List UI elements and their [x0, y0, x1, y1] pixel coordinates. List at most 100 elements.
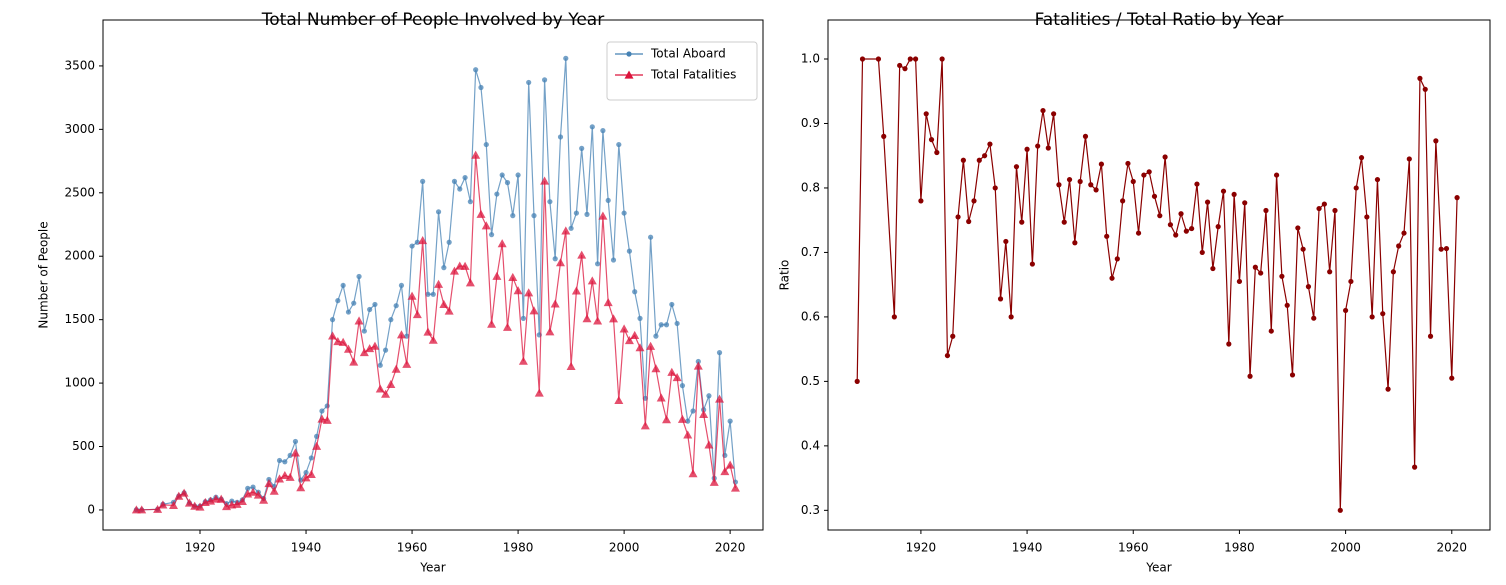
- data-point: [566, 361, 576, 370]
- data-point: [1433, 138, 1439, 144]
- x-axis-label: Year: [1145, 561, 1171, 575]
- data-point: [1178, 211, 1184, 217]
- data-point: [444, 306, 454, 315]
- data-point: [290, 448, 300, 457]
- data-point: [513, 286, 523, 295]
- data-point: [184, 498, 194, 507]
- data-point: [494, 191, 500, 197]
- data-point: [428, 335, 438, 344]
- data-point: [250, 484, 256, 490]
- data-point: [460, 261, 470, 270]
- data-point: [216, 494, 226, 503]
- data-point: [280, 470, 290, 480]
- data-point: [1146, 169, 1152, 175]
- data-point: [340, 282, 346, 289]
- data-point: [568, 225, 574, 231]
- data-point: [609, 314, 619, 323]
- data-point: [603, 298, 613, 307]
- data-point: [663, 322, 670, 328]
- data-point: [359, 348, 369, 357]
- data-point: [709, 477, 719, 486]
- data-point: [375, 384, 385, 393]
- data-point: [1088, 182, 1094, 188]
- data-point: [328, 331, 338, 340]
- y-axis-label: Ratio: [778, 260, 792, 291]
- data-point: [1327, 269, 1333, 275]
- x-tick-label: 1960: [1118, 541, 1149, 555]
- data-point: [174, 491, 184, 500]
- data-point: [1247, 373, 1253, 379]
- x-tick-label: 1940: [1012, 541, 1043, 555]
- x-tick-label: 1980: [503, 541, 534, 555]
- data-point: [907, 56, 913, 62]
- data-point: [420, 178, 426, 184]
- data-point: [520, 315, 526, 321]
- data-point: [382, 347, 389, 353]
- data-point: [1289, 372, 1296, 378]
- plot-frame: [827, 19, 1491, 531]
- data-point: [577, 250, 587, 259]
- data-point: [478, 84, 484, 91]
- data-point: [1013, 164, 1020, 170]
- data-point: [1343, 307, 1349, 314]
- data-point: [1273, 172, 1280, 178]
- x-axis-label: Year: [419, 561, 445, 575]
- data-point: [939, 56, 945, 62]
- data-point: [179, 488, 189, 497]
- data-point: [370, 341, 380, 350]
- data-point: [1337, 507, 1343, 513]
- data-point: [457, 186, 463, 192]
- data-point: [1353, 185, 1359, 191]
- data-point: [367, 306, 373, 313]
- data-point: [1252, 264, 1258, 270]
- data-point: [1422, 86, 1428, 92]
- data-point: [1279, 273, 1285, 279]
- data-point: [1162, 154, 1168, 160]
- data-point: [282, 459, 288, 465]
- data-point: [674, 320, 680, 327]
- data-point: [1157, 213, 1163, 219]
- data-point: [561, 226, 571, 235]
- data-point: [1029, 261, 1035, 267]
- data-point: [492, 271, 502, 280]
- data-point: [966, 218, 972, 225]
- data-point: [335, 298, 341, 304]
- data-point: [1082, 133, 1089, 139]
- data-point: [616, 141, 622, 148]
- data-point: [1125, 160, 1131, 167]
- data-point: [1443, 245, 1450, 252]
- data-point: [658, 322, 664, 328]
- data-point: [635, 343, 645, 352]
- data-point: [1438, 246, 1444, 252]
- data-point: [918, 198, 924, 204]
- x-tick-label: 1960: [397, 541, 428, 555]
- data-point: [1093, 187, 1099, 193]
- data-point: [1035, 143, 1041, 149]
- y-tick-label: 0.5: [801, 374, 820, 388]
- data-point: [651, 364, 661, 373]
- data-point: [605, 197, 611, 204]
- data-point: [1401, 230, 1407, 236]
- data-point: [944, 352, 951, 359]
- data-point: [473, 67, 479, 73]
- data-point: [518, 356, 528, 365]
- y-tick-label: 1000: [64, 376, 95, 390]
- data-point: [248, 487, 258, 496]
- data-point: [555, 258, 565, 267]
- y-tick-label: 0.6: [801, 309, 820, 323]
- data-point: [287, 452, 293, 459]
- y-tick-label: 1.0: [801, 52, 820, 66]
- y-tick-label: 0.4: [801, 438, 820, 452]
- legend-label: Total Fatalities: [650, 68, 736, 82]
- y-tick-label: 0.7: [801, 245, 820, 259]
- data-point: [552, 256, 558, 262]
- x-tick-label: 1980: [1224, 541, 1255, 555]
- data-point: [950, 333, 956, 339]
- data-point: [296, 483, 306, 492]
- data-point: [526, 79, 532, 86]
- y-tick-label: 1500: [64, 312, 95, 326]
- data-point: [1098, 161, 1105, 167]
- data-point: [345, 309, 352, 315]
- data-point: [600, 128, 606, 134]
